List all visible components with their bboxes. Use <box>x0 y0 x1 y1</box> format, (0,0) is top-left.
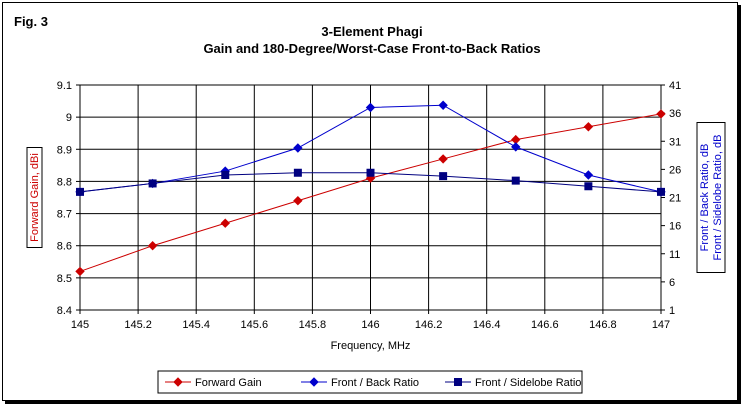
y-left-tick-label: 8.9 <box>57 144 72 156</box>
legend-swatch-marker <box>173 377 183 387</box>
y-right-tick-label: 1 <box>669 305 675 317</box>
x-tick-label: 147 <box>652 319 670 331</box>
x-tick-label: 146.8 <box>589 319 617 331</box>
series-1-point <box>438 100 448 110</box>
y-right-axis-label-1: Front / Back Ratio, dB <box>699 144 711 252</box>
legend-swatch-marker <box>454 378 462 386</box>
y-left-tick-label: 8.6 <box>57 241 72 253</box>
x-tick-label: 145.2 <box>124 319 152 331</box>
chart-title: 3-Element Phagi <box>321 24 423 39</box>
x-tick-label: 145.6 <box>241 319 269 331</box>
series-0-point <box>293 196 303 206</box>
legend-entry-label: Front / Back Ratio <box>331 377 419 389</box>
y-left-tick-label: 9.1 <box>57 80 72 92</box>
series-2-point <box>366 168 375 177</box>
plot-border <box>79 84 662 311</box>
series-0-point <box>75 266 85 277</box>
series-1-point <box>583 170 594 180</box>
series-1-point <box>293 143 303 153</box>
x-axis-label: Frequency, MHz <box>331 340 411 352</box>
y-right-axis-label-2: Front / Sidelobe Ratio, dB <box>712 135 724 261</box>
x-tick-label: 145 <box>71 319 89 331</box>
series-0-point <box>583 122 594 132</box>
series-0-point <box>220 218 230 228</box>
y-left-tick-label: 8.8 <box>57 176 72 188</box>
y-right-label-box <box>696 122 726 273</box>
y-right-tick-label: 6 <box>669 277 675 289</box>
legend-swatch-marker <box>309 377 319 387</box>
legend <box>157 370 583 394</box>
y-right-tick-label: 36 <box>669 108 681 120</box>
x-tick-label: 145.4 <box>182 319 210 331</box>
series-2-point <box>76 187 84 196</box>
series-2-point <box>439 172 448 181</box>
y-left-axis-label: Forward Gain, dBi <box>29 153 41 242</box>
y-right-tick-label: 41 <box>669 80 681 92</box>
y-right-tick-label: 16 <box>669 221 681 233</box>
series-0-point <box>438 154 448 164</box>
series-2-point <box>221 171 230 179</box>
series-2-point <box>511 176 520 185</box>
x-tick-label: 146.6 <box>531 319 559 331</box>
x-tick-label: 146.4 <box>473 319 501 331</box>
series-2-point <box>148 179 157 188</box>
series-2-point <box>657 187 665 196</box>
y-left-tick-label: 8.7 <box>57 209 72 221</box>
figure-label: Fig. 3 <box>14 14 48 29</box>
x-tick-label: 145.8 <box>299 319 327 331</box>
y-right-tick-label: 11 <box>669 249 680 261</box>
y-left-tick-label: 8.4 <box>57 305 72 317</box>
series-0-point <box>147 241 158 251</box>
y-right-tick-label: 21 <box>669 193 681 205</box>
series-1-point <box>365 102 376 113</box>
series-2-point <box>584 182 593 191</box>
y-left-label-box <box>26 147 43 248</box>
series-1-point <box>511 142 521 152</box>
x-tick-label: 146.2 <box>415 319 443 331</box>
y-left-tick-label: 8.5 <box>57 273 72 285</box>
chart-subtitle: Gain and 180-Degree/Worst-Case Front-to-… <box>203 41 541 56</box>
y-left-tick-label: 9 <box>66 112 72 124</box>
series-0-point <box>656 109 666 119</box>
legend-entry-label: Front / Sidelobe Ratio <box>475 377 581 389</box>
legend-entry-label: Forward Gain <box>195 377 262 389</box>
x-tick-label: 146 <box>361 319 379 331</box>
y-right-tick-label: 31 <box>669 136 681 148</box>
series-2-point <box>293 168 302 177</box>
y-right-tick-label: 26 <box>669 164 681 176</box>
